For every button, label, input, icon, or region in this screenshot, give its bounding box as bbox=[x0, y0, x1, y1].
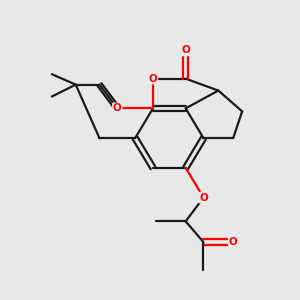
Text: O: O bbox=[199, 193, 208, 202]
Text: O: O bbox=[229, 237, 238, 247]
Text: O: O bbox=[181, 45, 190, 56]
Text: O: O bbox=[113, 103, 122, 113]
Text: O: O bbox=[148, 74, 157, 84]
